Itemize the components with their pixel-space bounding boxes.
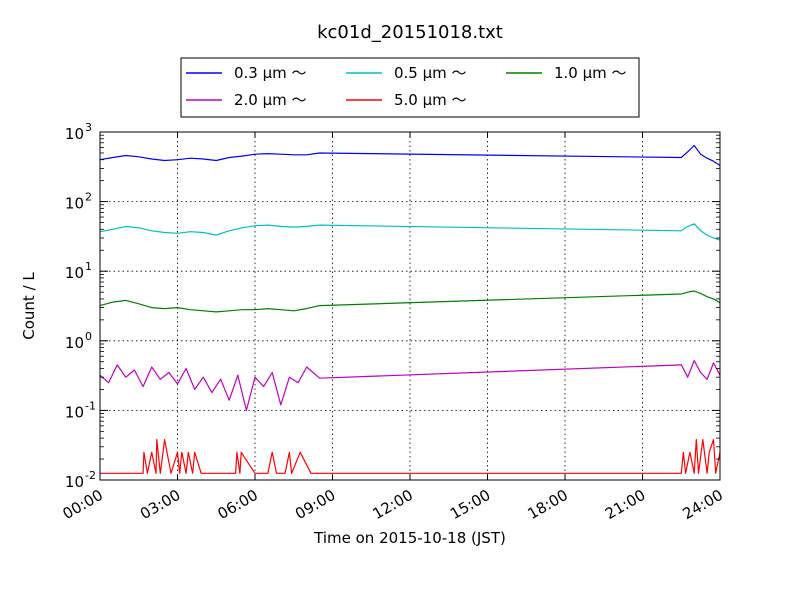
y-tick-base: 10 (65, 125, 84, 143)
y-tick-base: 10 (65, 473, 84, 491)
x-axis-label: Time on 2015-10-18 (JST) (313, 529, 506, 547)
legend-label: 0.3 µm ～ (234, 64, 307, 82)
legend-frame (180, 57, 640, 118)
series-line (100, 439, 721, 474)
y-tick-label: 10 3 (65, 121, 92, 143)
series-line (99, 360, 721, 411)
y-tick-label: 10 2 (65, 191, 92, 213)
y-tick-label: 10 0 (65, 330, 92, 352)
y-tick-base: 10 (65, 334, 84, 352)
y-tick-label: 10 -1 (65, 399, 96, 421)
series-line (99, 290, 721, 313)
y-tick-base: 10 (65, 403, 84, 421)
y-tick-exponent: -1 (85, 399, 96, 412)
legend: 0.3 µm ～ 0.5 µm ～ 1.0 µm ～ 2.0 µm ～ 5.0 µm ～ (180, 57, 640, 118)
y-tick-exponent: 1 (85, 260, 92, 273)
chart-title: kc01d_20151018.txt (317, 22, 503, 43)
axis-ticks (99, 131, 721, 481)
y-tick-label: 10 1 (65, 260, 92, 282)
legend-label: 2.0 µm ～ (234, 91, 307, 109)
y-tick-base: 10 (65, 195, 84, 213)
y-tick-exponent: 2 (85, 191, 92, 204)
series-line (99, 144, 721, 167)
y-tick-label: 10 -2 (65, 469, 96, 491)
legend-label: 5.0 µm ～ (394, 91, 467, 109)
legend-label: 0.5 µm ～ (394, 64, 467, 82)
y-tick-base: 10 (65, 264, 84, 282)
series-line (99, 223, 721, 241)
y-axis-label: Count / L (20, 272, 38, 340)
legend-label: 1.0 µm ～ (554, 64, 627, 82)
y-tick-exponent: -2 (85, 469, 96, 482)
y-tick-exponent: 3 (85, 121, 92, 134)
series-layer (99, 144, 721, 474)
y-tick-exponent: 0 (85, 330, 92, 343)
